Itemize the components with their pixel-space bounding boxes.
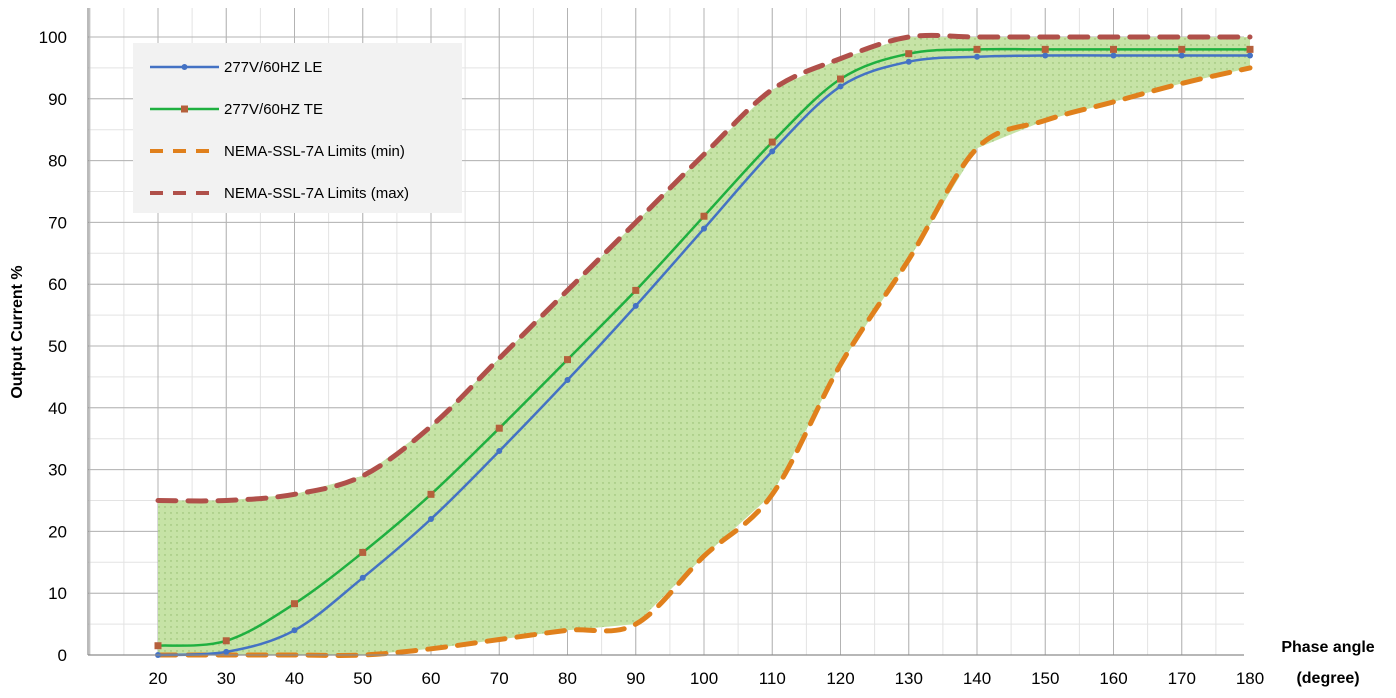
data-point-277v-60hz-te <box>222 637 230 645</box>
data-point-277v-60hz-le <box>837 83 844 90</box>
x-tick-label: 50 <box>353 669 372 688</box>
data-point-277v-60hz-te <box>700 212 708 220</box>
y-tick-label: 50 <box>48 337 67 356</box>
data-point-277v-60hz-te <box>905 50 913 58</box>
data-point-277v-60hz-le <box>1110 52 1117 59</box>
data-point-277v-60hz-le <box>1178 52 1185 59</box>
data-point-277v-60hz-le <box>1247 52 1253 59</box>
data-point-277v-60hz-te <box>154 642 162 650</box>
data-point-277v-60hz-te <box>291 600 298 608</box>
x-tick-label: 70 <box>490 669 509 688</box>
data-point-277v-60hz-le <box>974 53 980 60</box>
x-tick-label: 40 <box>285 669 304 688</box>
legend-marker-277v-60hz-te <box>181 105 188 113</box>
legend-label-277v-60hz-te: 277V/60HZ TE <box>224 101 323 118</box>
data-point-277v-60hz-le <box>359 574 366 581</box>
x-tick-label: 140 <box>963 669 991 688</box>
y-tick-label: 100 <box>39 28 67 47</box>
y-tick-label: 80 <box>48 152 67 171</box>
data-point-277v-60hz-te <box>973 45 981 53</box>
y-tick-label: 10 <box>48 584 67 603</box>
axes <box>87 8 1244 656</box>
limits-band <box>158 37 1250 655</box>
data-point-277v-60hz-te <box>564 356 571 364</box>
series-line-277v-60hz-te <box>156 47 1252 647</box>
x-tick-label: 150 <box>1031 669 1059 688</box>
data-point-277v-60hz-te <box>632 286 640 294</box>
series-line-nema-ssl-7a-limits-max <box>155 32 1253 504</box>
data-point-277v-60hz-te <box>1110 45 1117 53</box>
x-tick-label: 180 <box>1236 669 1264 688</box>
data-point-277v-60hz-le <box>291 627 298 634</box>
x-tick-label: 90 <box>626 669 645 688</box>
x-tick-label: 160 <box>1099 669 1127 688</box>
x-axis-unit: (degree) <box>1296 670 1359 687</box>
y-tick-label: 60 <box>48 275 67 294</box>
data-point-277v-60hz-le <box>632 302 639 309</box>
x-tick-label: 120 <box>826 669 854 688</box>
y-tick-label: 20 <box>48 522 67 541</box>
x-tick-label: 30 <box>217 669 236 688</box>
x-tick-label: 100 <box>690 669 718 688</box>
data-point-277v-60hz-le <box>1042 52 1049 59</box>
legend-marker-277v-60hz-le <box>181 64 188 70</box>
legend-label-nema-ssl-7a-limits-max: NEMA-SSL-7A Limits (max) <box>224 185 409 202</box>
y-tick-label: 40 <box>48 399 67 418</box>
x-tick-label: 110 <box>759 669 786 688</box>
data-point-277v-60hz-le <box>223 648 230 655</box>
x-tick-label: 60 <box>422 669 441 688</box>
data-point-277v-60hz-le <box>701 225 707 232</box>
data-point-277v-60hz-te <box>359 548 367 556</box>
legend-label-nema-ssl-7a-limits-min: NEMA-SSL-7A Limits (min) <box>224 143 405 160</box>
y-tick-label: 0 <box>58 646 67 665</box>
x-axis-title: Phase angle <box>1281 639 1374 656</box>
data-point-277v-60hz-le <box>905 58 912 65</box>
data-point-277v-60hz-le <box>428 516 434 523</box>
series-line-277v-60hz-le <box>156 54 1252 657</box>
y-tick-label: 30 <box>48 461 67 480</box>
y-axis-title: Output Current % <box>9 265 26 398</box>
data-point-277v-60hz-te <box>1178 45 1186 53</box>
data-point-277v-60hz-le <box>564 376 571 383</box>
data-point-277v-60hz-te <box>837 75 844 83</box>
x-tick-label: 20 <box>149 669 168 688</box>
legend-label-277v-60hz-le: 277V/60HZ LE <box>224 59 322 76</box>
y-tick-label: 90 <box>48 90 67 109</box>
y-tick-labels: 0 10 20 30 40 50 60 70 80 90 100 <box>39 28 67 665</box>
legend-box <box>133 43 462 213</box>
x-tick-labels: 20 30 40 50 60 70 80 90 100 110 120 130 140 150 160 170… <box>149 669 1265 688</box>
x-tick-label: 130 <box>895 669 923 688</box>
legend: 277V/60HZ LE 277V/60HZ TE NEMA-SSL-7A Limi… <box>133 43 462 213</box>
y-tick-label: 70 <box>48 213 67 232</box>
data-point-277v-60hz-te <box>495 424 503 432</box>
x-tick-label: 170 <box>1168 669 1196 688</box>
data-point-277v-60hz-te <box>1246 45 1254 53</box>
data-point-277v-60hz-te <box>768 138 776 146</box>
data-point-277v-60hz-le <box>769 148 776 155</box>
limits-band-area <box>158 37 1250 655</box>
x-tick-label: 80 <box>558 669 577 688</box>
data-point-277v-60hz-te <box>427 490 435 498</box>
data-point-277v-60hz-le <box>496 448 503 455</box>
data-point-277v-60hz-te <box>1041 45 1049 53</box>
